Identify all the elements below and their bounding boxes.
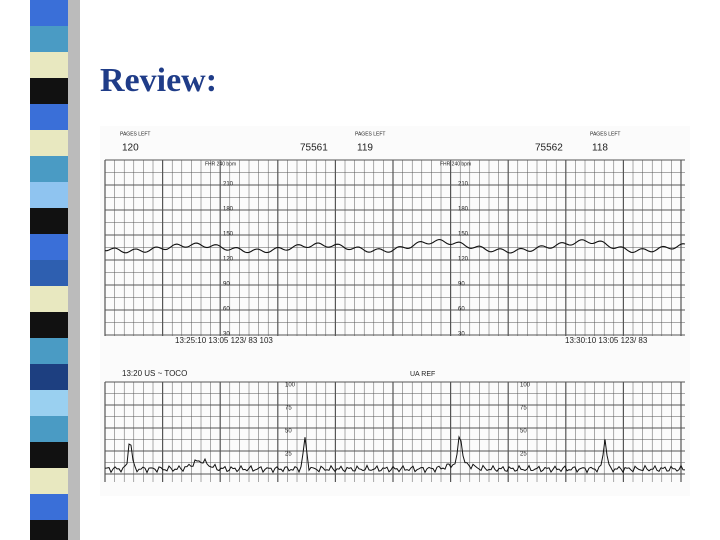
decor-block [30, 442, 68, 468]
strip-paper [100, 126, 690, 496]
ctg-strip: PAGES LEFT 120 PAGES LEFT 119 PAGES LEFT 118 7… [100, 126, 690, 496]
scale-tick: 30 [458, 332, 465, 338]
paper-id: 75561 [300, 143, 328, 154]
decor-block [30, 364, 68, 390]
scale-tick: 180 [223, 207, 234, 213]
pages-left-label: PAGES LEFT [590, 131, 620, 137]
decor-block [30, 182, 68, 208]
scale-tick: 150 [223, 232, 234, 238]
decor-block [30, 286, 68, 312]
scale-tick: 100 [285, 383, 296, 389]
scale-label: FHR 240 bpm [440, 161, 471, 167]
decor-block [30, 208, 68, 234]
slide-title: Review: [100, 62, 218, 99]
timestamp: 13:30:10 13:05 123/ 83 [565, 336, 648, 345]
scale-label: FHR 240 bpm [205, 161, 236, 167]
decor-block [30, 468, 68, 494]
decor-block [30, 494, 68, 520]
scale-tick: 75 [285, 406, 292, 412]
timestamp: 13:25:10 13:05 123/ 83 103 [175, 336, 273, 345]
scale-tick: 25 [520, 452, 527, 458]
decor-block [30, 520, 68, 540]
paper-id: 75562 [535, 143, 563, 154]
scale-tick: 100 [520, 383, 531, 389]
pages-left-value: 118 [592, 143, 608, 154]
scale-tick: 60 [223, 307, 230, 313]
decor-block [30, 0, 68, 26]
scale-tick: 90 [223, 282, 230, 288]
scale-tick: 90 [458, 282, 465, 288]
scale-tick: 30 [223, 332, 230, 338]
decor-block [30, 156, 68, 182]
fhr-trace [105, 238, 686, 254]
scale-tick: 25 [285, 452, 292, 458]
scale-tick: 50 [285, 429, 292, 435]
decor-block [30, 416, 68, 442]
pages-left-value: 119 [357, 143, 373, 154]
decor-block [30, 104, 68, 130]
scale-tick: 180 [458, 207, 469, 213]
scale-tick: 50 [520, 429, 527, 435]
scale-tick: 150 [458, 232, 469, 238]
scale-tick: 210 [458, 182, 469, 188]
decor-block [30, 390, 68, 416]
pages-left-value: 120 [122, 143, 139, 154]
scale-tick: 120 [223, 257, 234, 263]
decor-block [30, 260, 68, 286]
lower-header: 13:20 US ~ TOCO [122, 369, 187, 378]
decor-block [30, 234, 68, 260]
decor-block [30, 312, 68, 338]
scale-tick: 60 [458, 307, 465, 313]
scale-tick: 75 [520, 406, 527, 412]
toco-trace [104, 435, 686, 474]
scale-tick: 120 [458, 257, 469, 263]
shadow [66, 0, 80, 540]
scale-tick: 210 [223, 182, 234, 188]
decor-block [30, 26, 68, 52]
lower-reference: UA REF [410, 371, 435, 378]
decor-block [30, 130, 68, 156]
decor-block [30, 78, 68, 104]
decor-bar [30, 0, 80, 540]
pages-left-label: PAGES LEFT [355, 131, 385, 137]
decor-block [30, 52, 68, 78]
pages-left-label: PAGES LEFT [120, 131, 150, 137]
decor-block [30, 338, 68, 364]
